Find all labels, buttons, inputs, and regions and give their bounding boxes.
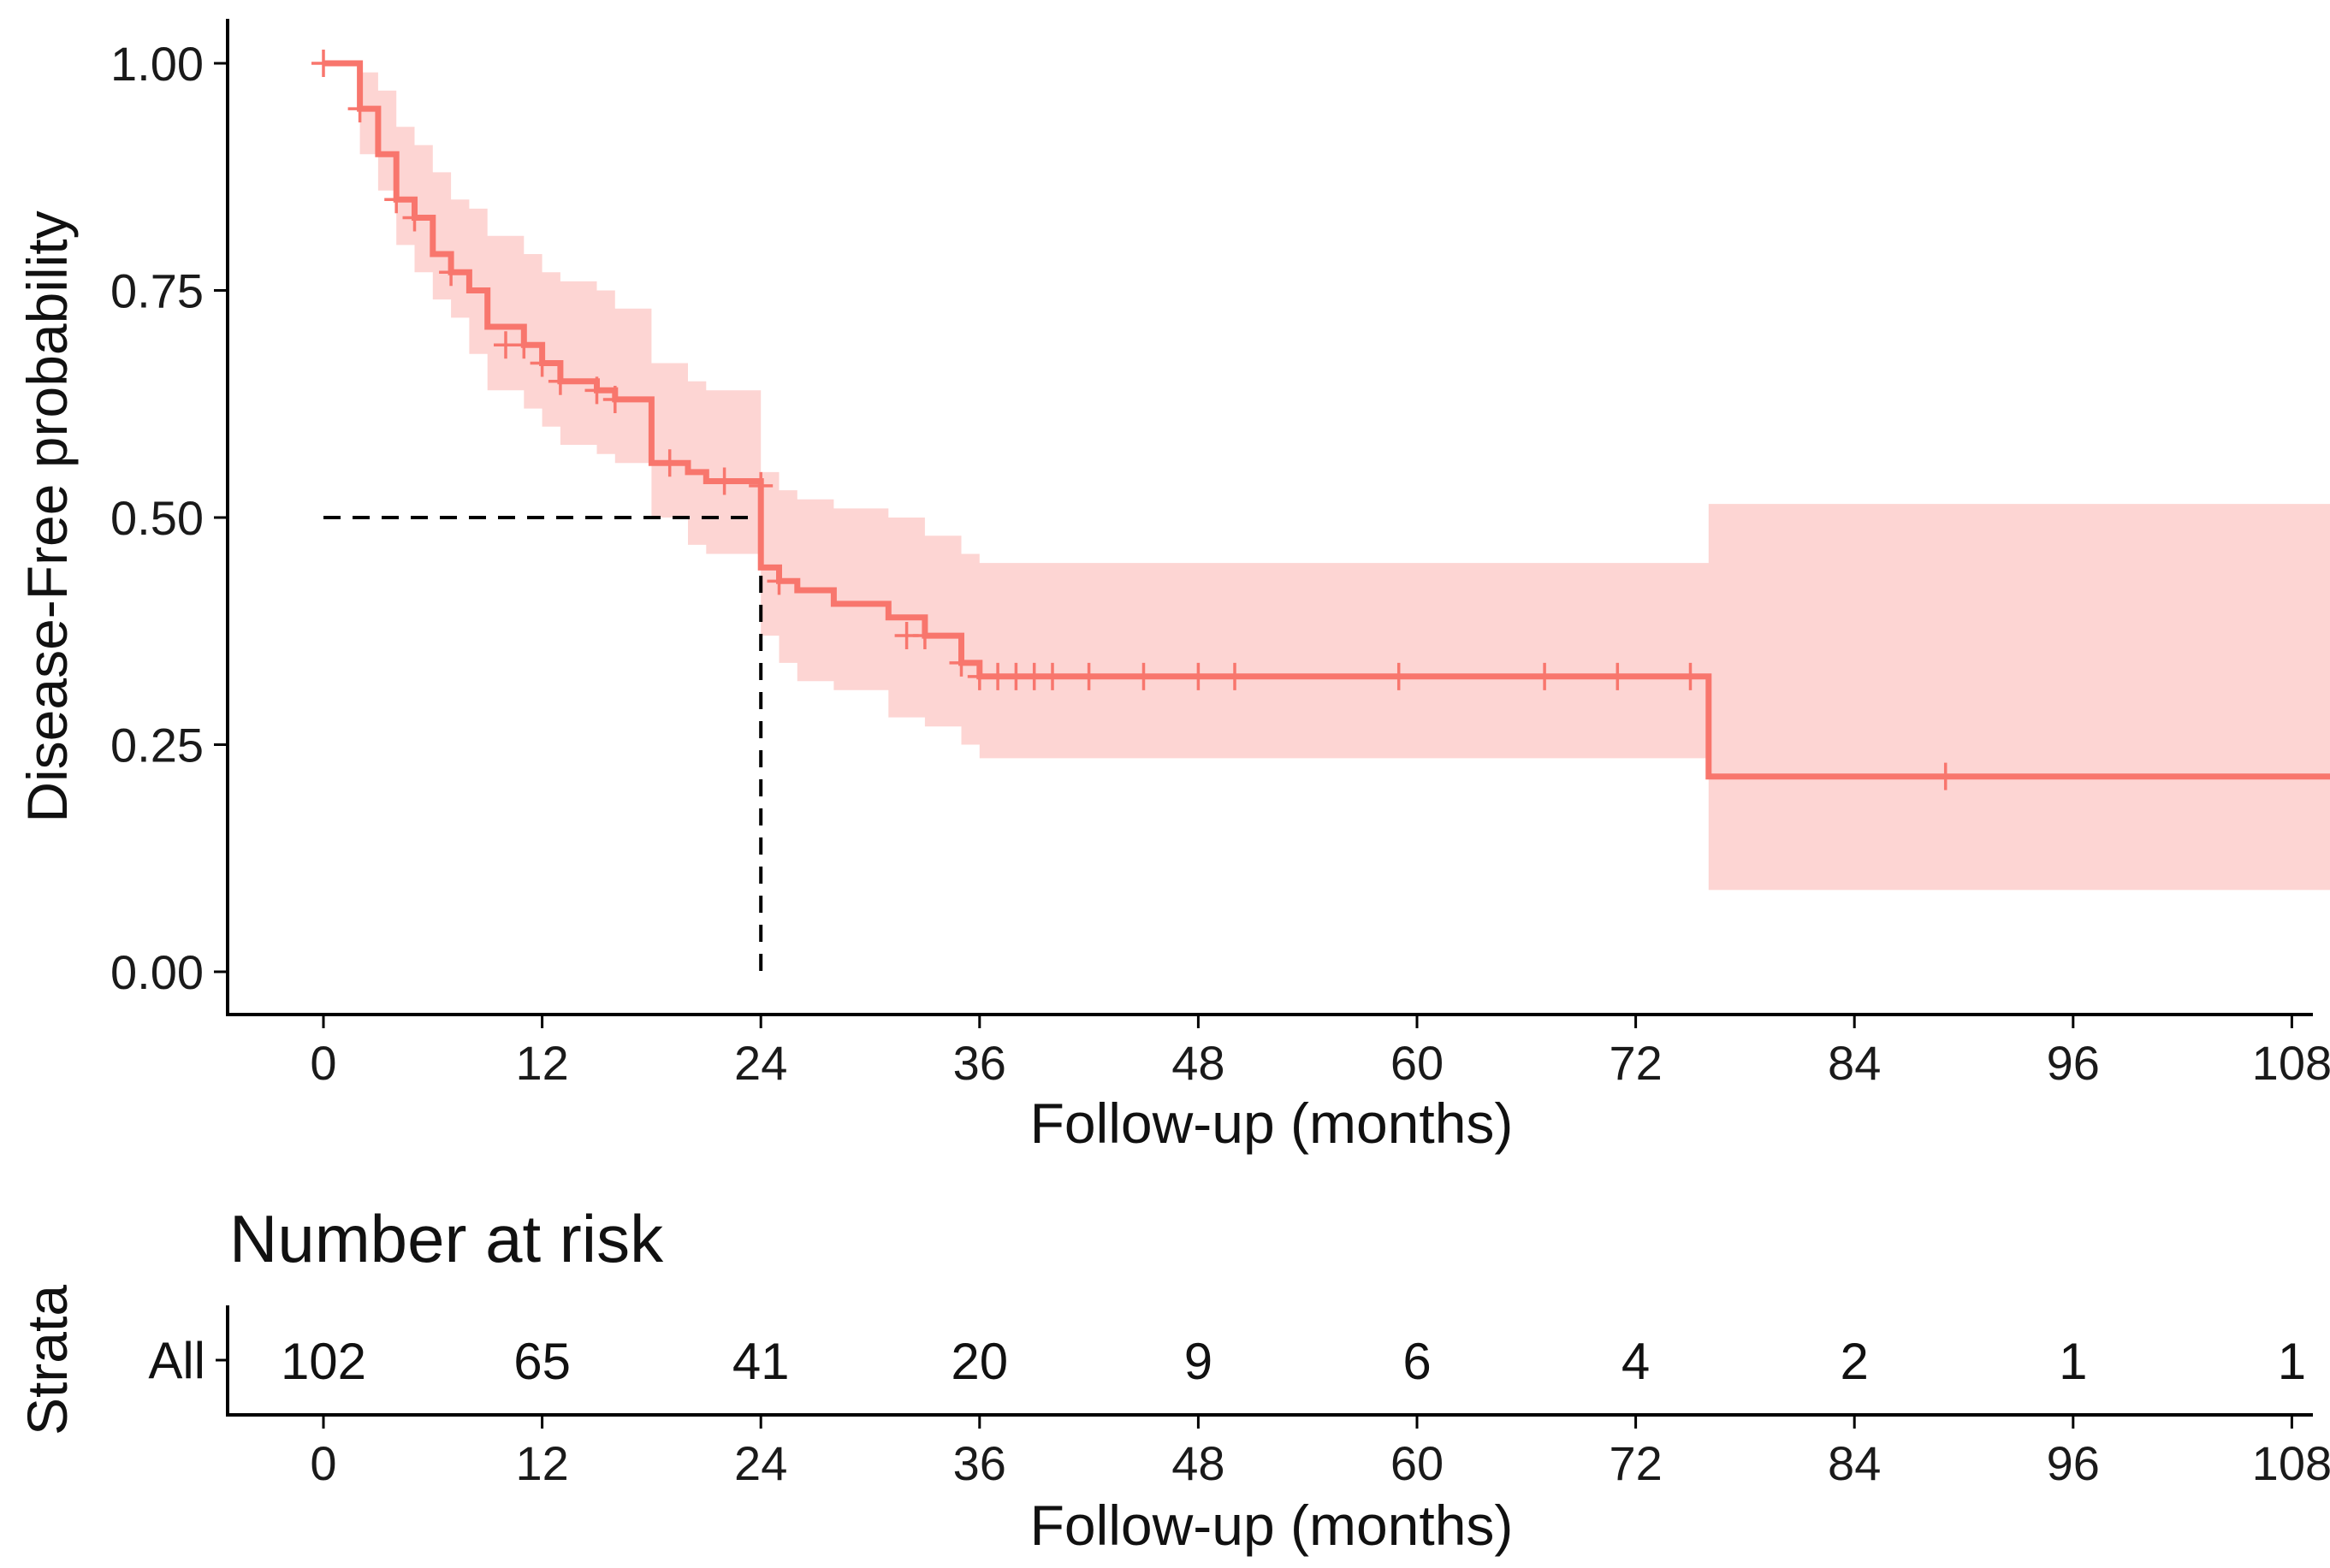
y-axis-title: Disease-Free probability bbox=[15, 210, 79, 822]
censor-mark bbox=[347, 95, 372, 123]
censor-mark bbox=[1223, 662, 1247, 690]
x-tick-label: 72 bbox=[1609, 1036, 1662, 1090]
risk-x-tick-label: 72 bbox=[1609, 1436, 1662, 1490]
censor-mark bbox=[1605, 662, 1630, 690]
risk-x-tick-label: 108 bbox=[2252, 1436, 2330, 1490]
risk-x-axis-title: Follow-up (months) bbox=[1030, 1494, 1514, 1557]
risk-counts: 1026541209642111 bbox=[281, 1333, 2306, 1390]
censor-mark bbox=[1131, 662, 1156, 690]
ci-band bbox=[323, 63, 2330, 891]
x-ticks: 01224364860728496108120 bbox=[310, 1015, 2330, 1090]
censor-mark bbox=[1933, 762, 1958, 790]
censor-mark bbox=[912, 622, 937, 650]
x-tick-label: 12 bbox=[515, 1036, 568, 1090]
risk-table-title: Number at risk bbox=[229, 1201, 664, 1276]
censor-mark bbox=[1678, 662, 1703, 690]
x-tick-label: 84 bbox=[1828, 1036, 1881, 1090]
risk-count: 6 bbox=[1402, 1333, 1431, 1390]
censor-mark bbox=[1386, 662, 1411, 690]
x-tick-label: 24 bbox=[734, 1036, 787, 1090]
y-tick-label: 0.00 bbox=[110, 945, 204, 999]
risk-strata-label: All bbox=[148, 1332, 205, 1389]
risk-count: 1 bbox=[2059, 1333, 2087, 1390]
y-tick-label: 0.50 bbox=[110, 491, 204, 545]
risk-x-tick-label: 36 bbox=[953, 1436, 1006, 1490]
risk-count: 20 bbox=[951, 1333, 1008, 1390]
censor-mark bbox=[384, 186, 409, 214]
censor-mark bbox=[402, 204, 427, 232]
risk-count: 65 bbox=[513, 1333, 571, 1390]
risk-table: Number at risk Strata All 102 65 41 20 9 6 4 2 1… bbox=[15, 1201, 2330, 1557]
censor-mark bbox=[530, 349, 554, 377]
censor-mark bbox=[584, 376, 609, 405]
x-tick-label: 60 bbox=[1390, 1036, 1444, 1090]
x-tick-label: 0 bbox=[310, 1036, 336, 1090]
censor-mark bbox=[1076, 662, 1101, 690]
risk-count: 1 bbox=[2278, 1333, 2306, 1390]
y-tick-label: 0.25 bbox=[110, 719, 204, 772]
median-layer bbox=[323, 516, 763, 972]
x-axis-title: Follow-up (months) bbox=[1030, 1092, 1514, 1155]
risk-x-ticks: 01224364860728496108120 bbox=[310, 1415, 2330, 1490]
risk-count: 41 bbox=[732, 1333, 790, 1390]
risk-count: 9 bbox=[1184, 1333, 1212, 1390]
risk-count: 102 bbox=[281, 1333, 366, 1390]
censor-mark bbox=[439, 258, 464, 287]
x-tick-label: 96 bbox=[2047, 1036, 2100, 1090]
risk-x-tick-label: 84 bbox=[1828, 1436, 1881, 1490]
risk-strata-axis-title: Strata bbox=[15, 1285, 79, 1435]
x-tick-label: 108 bbox=[2252, 1036, 2330, 1090]
risk-x-tick-label: 60 bbox=[1390, 1436, 1444, 1490]
censor-mark bbox=[512, 331, 537, 359]
risk-x-tick-label: 24 bbox=[734, 1436, 787, 1490]
censor-mark bbox=[1040, 662, 1064, 690]
censor-mark bbox=[749, 471, 774, 500]
ci-band-layer bbox=[323, 63, 2330, 891]
y-ticks: 0.00 0.25 0.50 0.75 1.00 bbox=[110, 37, 228, 999]
risk-x-tick-label: 0 bbox=[310, 1436, 336, 1490]
censor-mark bbox=[1186, 662, 1211, 690]
censor-mark bbox=[657, 449, 682, 477]
x-tick-label: 36 bbox=[953, 1036, 1006, 1090]
censor-mark bbox=[949, 648, 974, 677]
risk-count: 2 bbox=[1841, 1333, 1869, 1390]
censor-mark bbox=[311, 50, 335, 77]
km-plot: 0.00 0.25 0.50 0.75 1.00 0 12 24 36 48 60 72 84 96 10… bbox=[15, 19, 2330, 1155]
censor-layer bbox=[311, 50, 1958, 790]
censor-mark bbox=[1533, 662, 1557, 690]
risk-x-tick-label: 96 bbox=[2047, 1436, 2100, 1490]
y-tick-label: 1.00 bbox=[110, 37, 204, 91]
risk-x-tick-label: 48 bbox=[1171, 1436, 1224, 1490]
censor-mark bbox=[602, 385, 627, 413]
risk-count: 4 bbox=[1622, 1333, 1650, 1390]
y-tick-label: 0.75 bbox=[110, 264, 204, 318]
censor-mark bbox=[712, 467, 737, 495]
censor-mark bbox=[548, 367, 572, 395]
censor-mark bbox=[767, 567, 791, 595]
risk-x-tick-label: 12 bbox=[515, 1436, 568, 1490]
x-tick-label: 48 bbox=[1171, 1036, 1224, 1090]
